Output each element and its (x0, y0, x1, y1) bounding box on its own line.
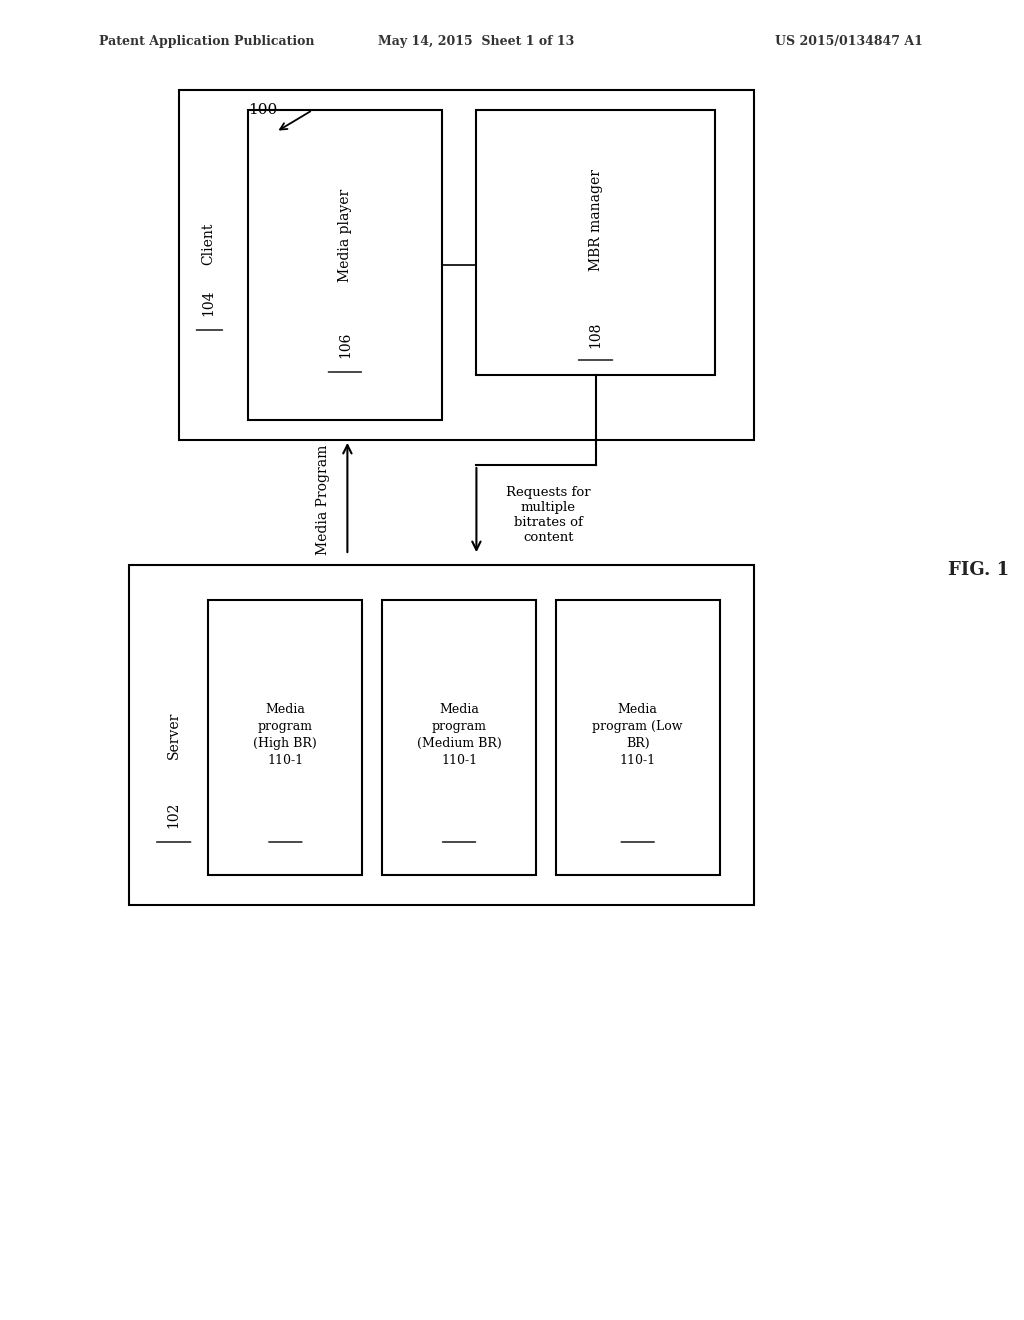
Text: Media
program (Low
BR)
110-1: Media program (Low BR) 110-1 (593, 704, 683, 767)
Text: 108: 108 (589, 322, 602, 348)
FancyBboxPatch shape (129, 565, 755, 906)
Text: Media player: Media player (338, 189, 352, 281)
Text: 102: 102 (167, 801, 180, 828)
FancyBboxPatch shape (248, 110, 441, 420)
Text: FIG. 1: FIG. 1 (948, 561, 1009, 579)
Text: Media
program
(Medium BR)
110-1: Media program (Medium BR) 110-1 (417, 704, 502, 767)
Text: May 14, 2015  Sheet 1 of 13: May 14, 2015 Sheet 1 of 13 (378, 36, 574, 48)
Text: MBR manager: MBR manager (589, 169, 602, 271)
Text: Requests for
multiple
bitrates of
content: Requests for multiple bitrates of conten… (506, 486, 591, 544)
Text: Media
program
(High BR)
110-1: Media program (High BR) 110-1 (254, 704, 317, 767)
FancyBboxPatch shape (209, 601, 362, 875)
Text: 104: 104 (202, 290, 215, 317)
Text: 106: 106 (338, 331, 352, 358)
Text: Media Program: Media Program (315, 445, 330, 556)
Text: US 2015/0134847 A1: US 2015/0134847 A1 (775, 36, 923, 48)
FancyBboxPatch shape (178, 90, 755, 440)
Text: Server: Server (167, 711, 180, 759)
FancyBboxPatch shape (476, 110, 715, 375)
Text: Patent Application Publication: Patent Application Publication (99, 36, 314, 48)
FancyBboxPatch shape (382, 601, 536, 875)
Text: Client: Client (202, 223, 215, 265)
Text: 100: 100 (248, 103, 278, 117)
FancyBboxPatch shape (556, 601, 720, 875)
